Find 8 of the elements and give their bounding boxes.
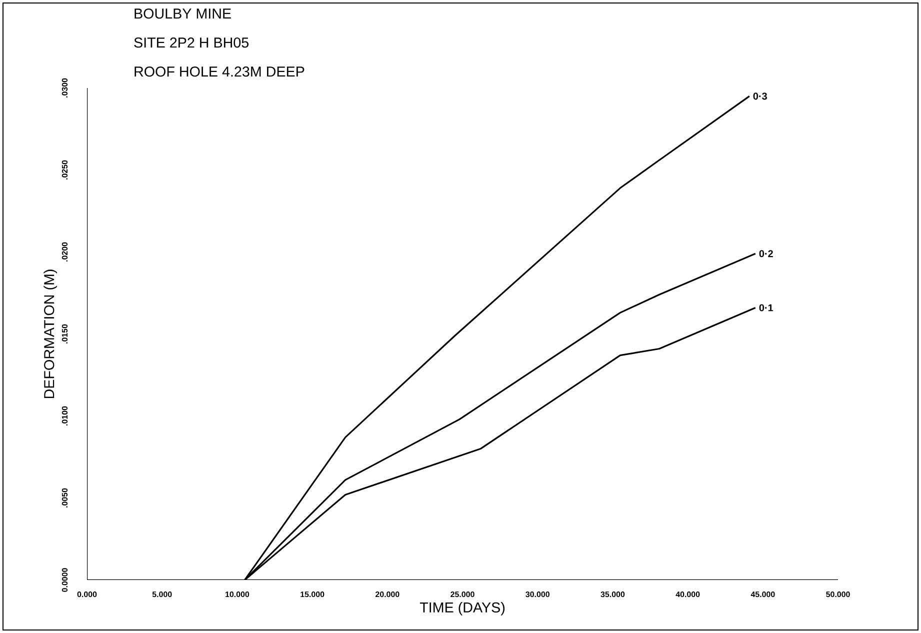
y-axis-title: DEFORMATION (M): [44, 270, 58, 398]
series-label: 0·1: [759, 304, 774, 312]
text: SITE 2P2 H BH05: [134, 38, 249, 48]
text: ROOF HOLE 4.23M DEEP: [134, 66, 304, 77]
x-axis-title: TIME (DAYS): [420, 602, 505, 616]
chart-title: BOULBY MINE: [134, 8, 231, 19]
series-label: 0·2: [759, 250, 773, 258]
series-label: 0·3: [753, 92, 767, 100]
